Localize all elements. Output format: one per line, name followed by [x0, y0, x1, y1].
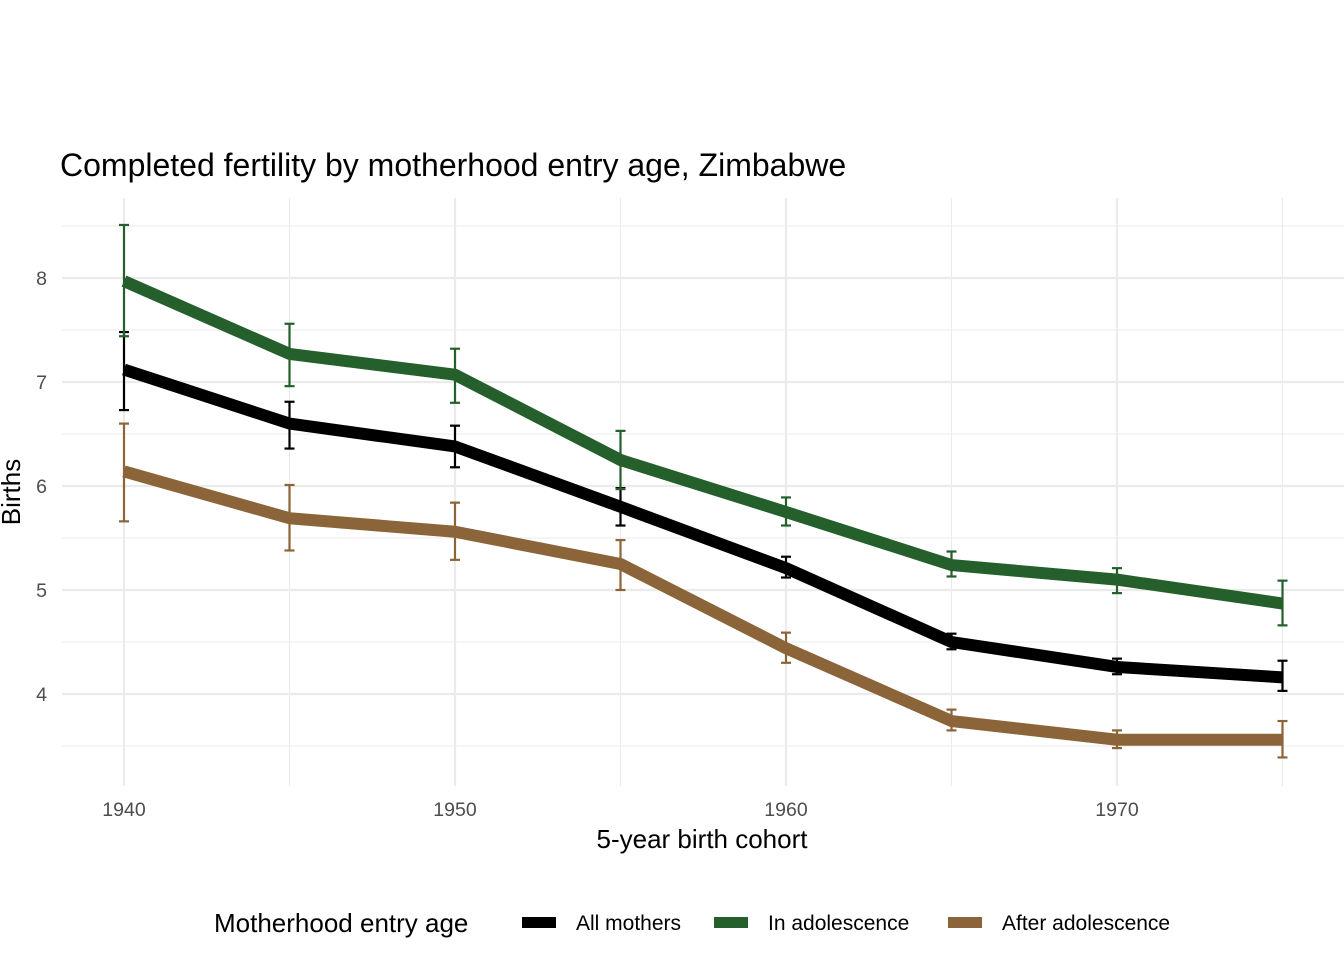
line-after-adolescence: [122, 465, 1283, 746]
errorbar-after-adolescence: [615, 538, 626, 592]
legend-key-in-adolescence: [714, 917, 748, 928]
errorbar-after-adolescence: [284, 483, 295, 552]
y-tick-label: 6: [36, 476, 47, 498]
errorbar-after-adolescence: [450, 501, 460, 561]
errorbar-in-adolescence: [1112, 567, 1122, 595]
errorbar-all-mothers: [1277, 659, 1288, 692]
y-tick-label: 7: [36, 372, 47, 394]
y-tick-label: 8: [36, 268, 47, 290]
legend-label-all-mothers: All mothers: [576, 912, 681, 935]
legend-label-in-adolescence: In adolescence: [768, 912, 909, 935]
x-axis-title: 5-year birth cohort: [597, 824, 809, 854]
legend-key-after-adolescence: [948, 917, 982, 928]
y-tick-label: 4: [36, 684, 47, 706]
x-tick-labels: 1940 1950 1960 1970: [102, 799, 1139, 821]
y-tick-labels: 4 5 6 7 8: [36, 268, 47, 706]
legend-title: Motherhood entry age: [214, 908, 468, 938]
legend-key-all-mothers: [522, 917, 556, 928]
legend: Motherhood entry age All mothers In adole…: [214, 908, 1170, 938]
line-all-mothers: [122, 363, 1283, 684]
errorbar-after-adolescence: [946, 708, 957, 732]
y-tick-label: 5: [36, 580, 47, 602]
y-axis-title: Births: [0, 459, 26, 525]
errorbar-in-adolescence: [615, 429, 626, 491]
errorbar-all-mothers: [450, 424, 460, 469]
errorbar-all-mothers: [946, 632, 957, 651]
errorbar-in-adolescence: [284, 322, 295, 388]
errorbar-in-adolescence: [1277, 579, 1288, 627]
x-tick-label: 1970: [1095, 799, 1139, 821]
x-tick-label: 1960: [764, 799, 808, 821]
errorbar-after-adolescence: [1112, 729, 1122, 750]
errorbar-all-mothers: [284, 400, 295, 450]
series-lines: [121, 275, 1284, 746]
errorbar-in-adolescence: [946, 550, 957, 578]
x-tick-label: 1940: [102, 799, 146, 821]
errorbar-all-mothers: [1112, 657, 1122, 676]
errorbar-in-adolescence: [781, 496, 791, 527]
errorbar-in-adolescence: [119, 223, 129, 338]
errorbar-after-adolescence: [781, 631, 791, 664]
errorbar-all-mothers: [781, 555, 791, 579]
error-bars: [119, 223, 1288, 759]
legend-label-after-adolescence: After adolescence: [1002, 912, 1170, 935]
errorbar-after-adolescence: [119, 422, 129, 523]
chart-title: Completed fertility by motherhood entry …: [60, 147, 846, 183]
errorbar-after-adolescence: [1277, 719, 1288, 759]
errorbar-in-adolescence: [450, 347, 460, 404]
line-in-adolescence: [121, 275, 1284, 610]
x-tick-label: 1950: [433, 799, 477, 821]
